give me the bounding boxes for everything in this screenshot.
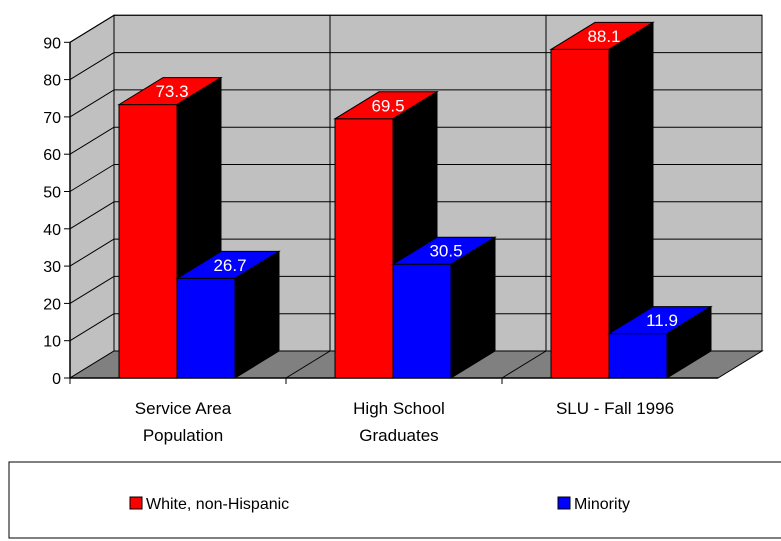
data-label: 88.1 — [587, 27, 620, 46]
y-tick-label: 30 — [43, 259, 61, 276]
legend: White, non-Hispanic Minority — [8, 461, 781, 539]
gridline-side — [69, 275, 115, 304]
side-wall — [69, 14, 115, 379]
bar — [392, 263, 452, 379]
bar — [118, 104, 178, 379]
data-labels: 73.3 26.7 69.5 30.5 88.1 11.9 — [155, 27, 677, 330]
category-label: Service Area — [135, 399, 232, 418]
gridline-side — [69, 126, 115, 155]
gridline-side — [69, 14, 115, 43]
y-tick-label: 50 — [43, 185, 61, 202]
legend-swatch — [557, 496, 571, 510]
category-label: High School — [353, 399, 445, 418]
floor-divider — [501, 350, 547, 379]
y-tick-label: 60 — [43, 147, 61, 164]
data-label: 26.7 — [213, 256, 246, 275]
y-tick-label: 90 — [43, 35, 61, 52]
data-label: 11.9 — [646, 311, 678, 330]
legend-label: Minority — [574, 496, 630, 513]
gridline-side — [69, 238, 115, 267]
legend-box — [8, 461, 781, 539]
bar — [334, 118, 394, 379]
gridline-side — [69, 164, 115, 192]
y-tick-label: 40 — [43, 222, 61, 239]
axes: 0 10 20 30 40 50 60 70 80 90 Service Area Populatio… — [43, 35, 718, 445]
y-tick-label: 10 — [43, 334, 61, 351]
bar — [608, 333, 668, 379]
data-label: 73.3 — [155, 82, 188, 101]
bar — [550, 48, 610, 379]
category-label: Population — [143, 426, 223, 445]
gridline-side — [69, 313, 115, 342]
y-tick-label: 70 — [43, 110, 61, 127]
bar-side — [666, 305, 712, 379]
category-label: SLU - Fall 1996 — [556, 399, 674, 418]
legend-label: White, non-Hispanic — [146, 496, 289, 513]
bar-side — [450, 236, 496, 379]
data-label: 69.5 — [371, 96, 404, 115]
legend-swatch — [129, 496, 143, 510]
bar — [176, 277, 236, 379]
gridline-side — [69, 89, 115, 118]
gridline-side — [69, 201, 115, 230]
bars — [117, 21, 713, 379]
y-tick-label: 0 — [52, 371, 61, 388]
floor-divider — [285, 350, 331, 379]
gridline-side — [69, 52, 115, 81]
category-label: Graduates — [359, 426, 438, 445]
y-tick-label: 80 — [43, 73, 61, 90]
bar-side — [234, 250, 280, 379]
data-label: 30.5 — [429, 242, 462, 261]
y-tick-label: 20 — [43, 296, 61, 313]
